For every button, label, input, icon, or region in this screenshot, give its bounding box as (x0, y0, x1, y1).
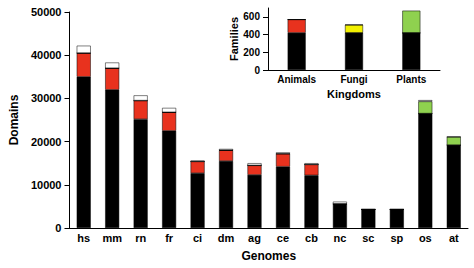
svg-text:hs: hs (77, 232, 90, 244)
svg-text:rn: rn (135, 232, 146, 244)
svg-text:at: at (449, 232, 459, 244)
svg-text:mm: mm (102, 232, 122, 244)
svg-text:0: 0 (254, 65, 260, 76)
svg-text:ci: ci (193, 232, 202, 244)
svg-text:Families: Families (228, 17, 240, 61)
svg-text:Plants: Plants (396, 74, 426, 85)
svg-text:400: 400 (243, 29, 260, 40)
svg-text:Animals: Animals (277, 74, 316, 85)
svg-text:50000: 50000 (31, 6, 62, 18)
svg-text:40000: 40000 (31, 49, 62, 61)
svg-text:Fungi: Fungi (340, 74, 367, 85)
svg-text:10000: 10000 (31, 179, 62, 191)
svg-text:600: 600 (243, 11, 260, 22)
svg-text:ce: ce (277, 232, 289, 244)
svg-text:Kingdoms: Kingdoms (327, 88, 381, 100)
svg-text:sc: sc (362, 232, 374, 244)
svg-text:Domains: Domains (7, 94, 21, 145)
svg-text:30000: 30000 (31, 92, 62, 104)
svg-text:200: 200 (243, 47, 260, 58)
svg-text:fr: fr (165, 232, 174, 244)
svg-text:20000: 20000 (31, 136, 62, 148)
svg-text:sp: sp (390, 232, 403, 244)
svg-text:cb: cb (305, 232, 318, 244)
svg-text:nc: nc (333, 232, 346, 244)
svg-text:0: 0 (55, 222, 61, 234)
svg-text:Genomes: Genomes (241, 249, 296, 263)
svg-text:os: os (419, 232, 432, 244)
svg-text:ag: ag (248, 232, 261, 244)
svg-text:dm: dm (218, 232, 235, 244)
